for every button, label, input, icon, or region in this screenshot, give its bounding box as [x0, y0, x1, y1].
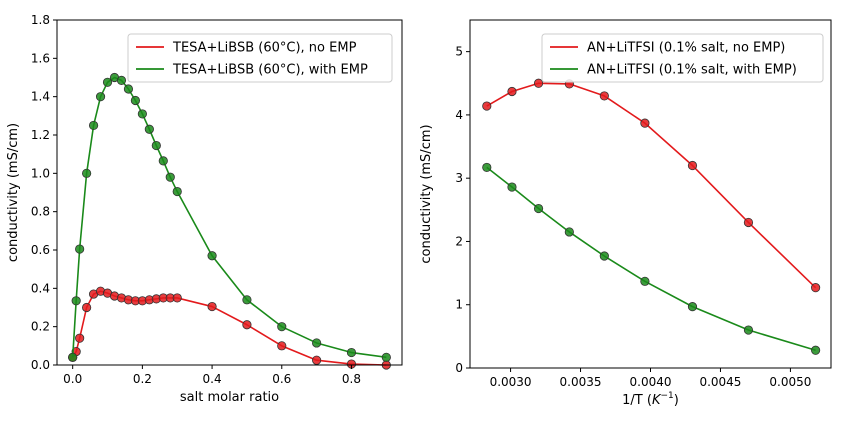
data-point: [599, 91, 609, 101]
data-point: [123, 84, 134, 94]
x-tick-label: 0.0045: [699, 375, 741, 389]
y-tick-label: 1: [455, 298, 463, 312]
data-point: [75, 333, 85, 343]
data-point: [242, 295, 252, 305]
y-tick-label: 2: [455, 234, 463, 248]
x-tick-label: 0.0: [63, 372, 82, 386]
y-tick-label: 0.8: [31, 205, 50, 219]
x-tick-label: 0.2: [133, 372, 152, 386]
data-point: [207, 301, 217, 312]
y-tick-label: 0: [455, 361, 463, 375]
x-tick-label: 0.4: [203, 372, 222, 386]
x-tick-label: 0.0040: [630, 375, 672, 389]
data-point: [564, 227, 574, 237]
data-point: [640, 276, 650, 286]
legend-box: [541, 33, 824, 83]
y-tick-label: 0.6: [31, 243, 50, 257]
data-point: [95, 92, 106, 102]
data-point: [172, 186, 182, 197]
data-point: [165, 172, 175, 182]
data-point: [75, 244, 85, 254]
data-point: [158, 156, 168, 166]
data-point: [381, 352, 391, 362]
y-tick-label: 1.0: [31, 166, 50, 180]
data-point: [507, 86, 517, 97]
chart-1: 0.0 0.2 0.4 0.6 0.8 0.0 0.2 0.4 0.6 0.8 1.0 1.2 1.4 1…: [6, 13, 403, 405]
y-tick-label: 5: [455, 45, 463, 59]
data-point: [687, 160, 698, 171]
data-point: [811, 345, 821, 355]
data-point: [482, 101, 492, 111]
y-tick-label: 1.8: [31, 13, 50, 27]
series-line-1: [486, 82, 817, 289]
y-tick-label: 1.6: [31, 51, 50, 65]
data-point: [277, 341, 287, 351]
data-point: [640, 118, 650, 128]
data-point: [507, 182, 517, 192]
data-point: [533, 78, 544, 88]
y-tick-label: 1.4: [31, 90, 50, 104]
legend: AN+LiTFSI (0.1% salt, no EMP) AN+LiTFSI (…: [541, 33, 824, 83]
data-point: [144, 124, 154, 134]
y-tick-label: 0.4: [31, 281, 50, 295]
x-axis-label: salt molar ratio: [180, 390, 279, 405]
data-point: [242, 320, 252, 330]
data-point: [277, 322, 287, 332]
data-point: [82, 168, 92, 178]
data-point: [71, 296, 81, 306]
data-point: [151, 140, 161, 151]
data-point: [533, 203, 544, 214]
data-point: [88, 120, 99, 131]
legend: TESA+LiBSB (60°C), no EMP TESA+LiBSB (60°…: [127, 33, 393, 83]
data-point: [68, 352, 78, 362]
x-tick-label: 0.0050: [769, 375, 811, 389]
series-line-1: [71, 290, 387, 366]
data-point: [482, 162, 492, 173]
legend-label: TESA+LiBSB (60°C), no EMP: [172, 41, 357, 56]
legend-label: TESA+LiBSB (60°C), with EMP: [172, 63, 368, 78]
legend-label: AN+LiTFSI (0.1% salt, with EMP): [587, 63, 797, 78]
y-axis-label: conductivity (mS/cm): [6, 123, 21, 262]
y-tick-label: 1.2: [31, 128, 50, 142]
data-point: [599, 251, 609, 261]
y-tick-label: 0.2: [31, 320, 50, 334]
x-axis-label: 1/T (K−1): [622, 391, 679, 408]
chart-2: 0.0030 0.0035 0.0040 0.0045 0.0050 0 1 2 3 4 5 1/T …: [419, 19, 832, 408]
x-tick-label: 0.6: [272, 372, 291, 386]
x-tick-label: 0.0030: [490, 375, 532, 389]
data-point: [687, 302, 698, 312]
data-point: [116, 75, 127, 85]
series-line-2: [486, 166, 816, 352]
x-tick-label: 0.0035: [560, 375, 602, 389]
data-point: [207, 251, 217, 261]
axes-frame: [56, 19, 403, 366]
y-tick-label: 3: [455, 171, 463, 185]
data-point: [172, 293, 182, 303]
data-point: [811, 283, 821, 293]
y-tick-label: 4: [455, 108, 463, 122]
x-tick-label: 0.8: [342, 372, 361, 386]
y-axis-label: conductivity (mS/cm): [419, 124, 434, 263]
data-point: [102, 77, 113, 87]
data-point: [137, 109, 147, 119]
y-tick-label: 0.0: [31, 358, 50, 372]
data-point: [743, 325, 754, 335]
legend-label: AN+LiTFSI (0.1% salt, no EMP): [587, 41, 785, 56]
data-point: [743, 217, 754, 228]
data-point: [130, 95, 141, 106]
data-point: [312, 355, 322, 365]
legend-box: [127, 33, 393, 83]
data-point: [82, 302, 92, 313]
data-point: [312, 338, 322, 348]
data-point: [346, 347, 357, 358]
